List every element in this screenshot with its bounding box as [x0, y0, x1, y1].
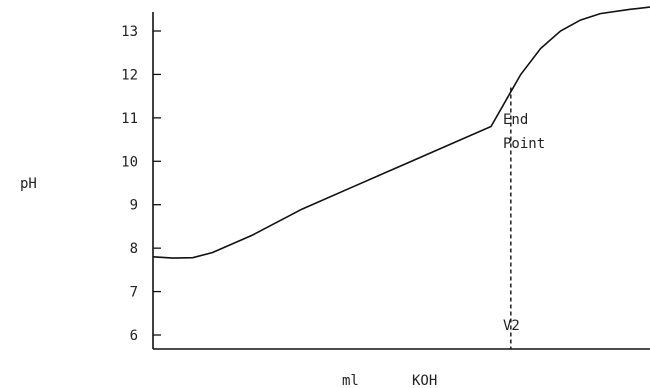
y-axis-label: pH — [20, 176, 37, 192]
y-tick-label-9: 9 — [130, 198, 138, 214]
x-axis-label: ml — [342, 373, 359, 388]
y-tick-label-10: 10 — [121, 154, 138, 170]
y-tick-label-8: 8 — [130, 241, 138, 257]
end-point-label-line2: Point — [503, 136, 545, 152]
end-point-label-line1: End — [503, 112, 528, 128]
x-axis-unit-label: KOH — [412, 373, 437, 388]
titration-curve — [152, 6, 650, 259]
y-tick-label-12: 12 — [121, 67, 138, 83]
y-tick-label-13: 13 — [121, 24, 138, 40]
y-tick-label-7: 7 — [130, 285, 138, 301]
plot-area: 6 7 8 9 10 11 12 13 — [121, 6, 650, 350]
y-tick-label-11: 11 — [121, 111, 138, 127]
y-tick-label-6: 6 — [130, 328, 138, 344]
